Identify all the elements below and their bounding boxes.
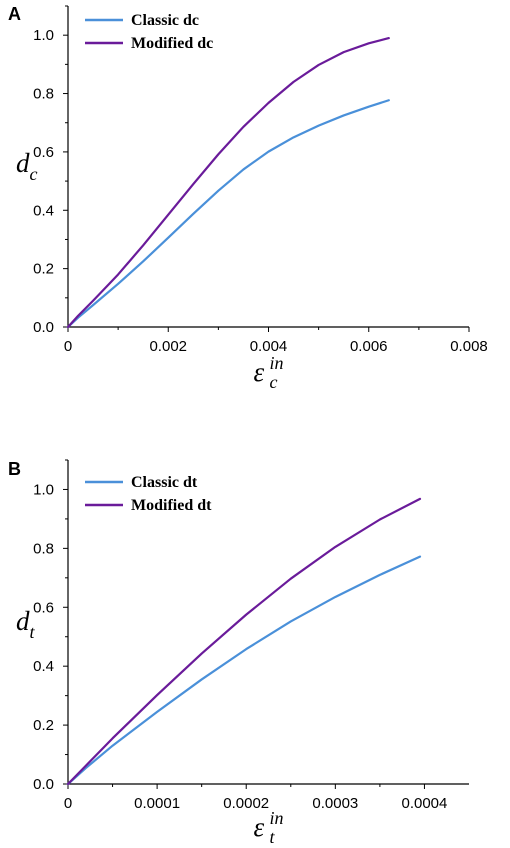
panel-letter: B [8, 459, 21, 479]
x-tick-label: 0.0002 [223, 795, 269, 812]
y-axis-label-sub: t [30, 622, 36, 642]
x-tick-label: 0.008 [450, 338, 488, 355]
legend-label: Modified dt [131, 497, 212, 514]
x-tick-label: 0.002 [149, 338, 187, 355]
y-axis-label: dc [16, 148, 38, 184]
x-tick-label: 0.0001 [134, 795, 180, 812]
y-tick-label: 0.0 [33, 776, 54, 793]
y-tick-label: 0.4 [33, 658, 54, 675]
y-tick-label: 0.2 [33, 717, 54, 734]
y-axis-label-sub: c [30, 164, 38, 184]
y-tick-label: 0.0 [33, 319, 54, 336]
chart-panel-b: B 0.0 0.2 0.4 0.6 0.8 1.0 0 0.0001 0.0002 0.0003 0.… [8, 459, 469, 847]
y-tick-label: 1.0 [33, 481, 54, 498]
series-line-classic-dt [66, 555, 422, 786]
chart-panel-a: A 0.0 0.2 0.4 0.6 0.8 1.0 0 0.002 0.004 0.006 0.008… [8, 4, 488, 392]
legend-label: Classic dc [131, 12, 199, 29]
series-line-classic-dc [66, 99, 390, 329]
x-axis-label-main: ε [254, 357, 265, 387]
y-tick-label: 0.6 [33, 144, 54, 161]
y-tick-label: 0.2 [33, 261, 54, 278]
y-tick-label: 0.4 [33, 202, 54, 219]
legend-label: Modified dc [131, 35, 213, 52]
x-tick-label: 0 [64, 338, 72, 355]
x-axis-label-super: in [270, 808, 284, 828]
x-axis-label-sub: t [270, 827, 276, 847]
x-axis-label-sub: c [270, 372, 278, 392]
y-tick-label: 0.8 [33, 540, 54, 557]
x-axis-label-super: in [270, 353, 284, 373]
y-axis-label-main: d [16, 606, 30, 636]
y-axis-label: dt [16, 606, 36, 642]
y-axis-label-main: d [16, 148, 30, 178]
x-tick-label: 0.0003 [312, 795, 358, 812]
series-line-modified-dc [66, 36, 390, 329]
panel-letter: A [8, 4, 21, 24]
y-tick-label: 0.8 [33, 86, 54, 103]
x-axis-label-main: ε [254, 812, 265, 842]
y-tick-label: 1.0 [33, 27, 54, 44]
legend-label: Classic dt [131, 474, 198, 491]
series-line-modified-dt [66, 497, 422, 786]
y-tick-label: 0.6 [33, 599, 54, 616]
x-tick-label: 0.004 [250, 338, 288, 355]
x-tick-label: 0 [64, 795, 72, 812]
x-tick-label: 0.0004 [401, 795, 447, 812]
x-tick-label: 0.006 [350, 338, 388, 355]
